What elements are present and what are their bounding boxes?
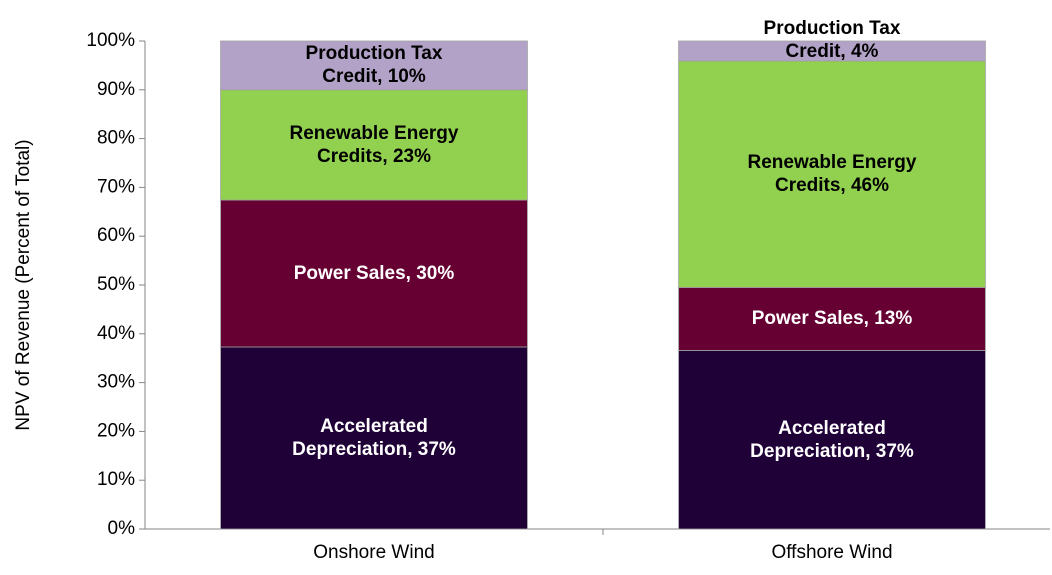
data-label: Accelerated Depreciation, 37% [750, 417, 914, 462]
x-tick-label: Onshore Wind [313, 542, 434, 563]
y-tick-label: 100% [86, 30, 135, 51]
y-tick-label: 10% [97, 469, 135, 490]
data-label: Accelerated Depreciation, 37% [292, 415, 456, 460]
y-tick-label: 40% [97, 323, 135, 344]
data-label: Power Sales, 30% [293, 263, 455, 285]
data-label: Renewable Energy Credits, 46% [747, 152, 917, 197]
data-label: Production Tax Credit, 10% [305, 43, 443, 88]
bar-segment [220, 40, 528, 91]
y-tick-label: 0% [108, 518, 136, 539]
data-label: Power Sales, 13% [751, 308, 913, 330]
y-tick-label: 90% [97, 79, 135, 100]
data-label: Production Tax Credit, 4% [763, 18, 901, 62]
y-tick-label: 30% [97, 372, 135, 393]
bar-segment [220, 199, 528, 348]
y-tick-label: 70% [97, 176, 135, 197]
y-tick-label: 60% [97, 225, 135, 246]
data-label: Renewable Energy Credits, 23% [289, 122, 459, 167]
y-tick-label: 20% [97, 420, 135, 441]
bar-segment [678, 349, 986, 530]
x-tick-label: Offshore Wind [771, 542, 892, 563]
bar-segment [678, 287, 986, 351]
y-tick-label: 50% [97, 274, 135, 295]
bar-segment [678, 60, 986, 288]
bar-segment [220, 89, 528, 201]
y-axis-title: NPV of Revenue (Percent of Total) [13, 139, 34, 430]
bar-segment [220, 346, 528, 530]
y-tick-label: 80% [97, 128, 135, 149]
bar-segment [678, 40, 986, 62]
